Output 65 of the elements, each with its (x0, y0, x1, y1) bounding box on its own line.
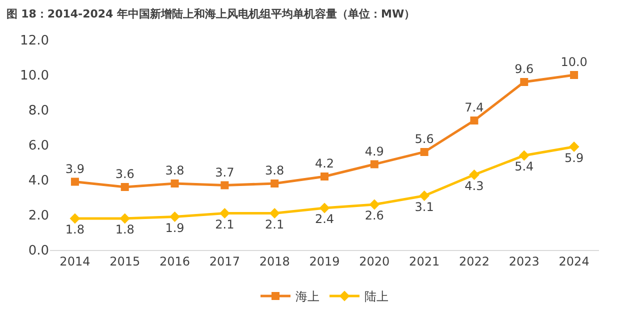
point (469, 170, 480, 180)
x-tick-label: 2017 (209, 254, 240, 268)
data-label: 1.8 (65, 222, 84, 236)
data-label: 3.7 (215, 165, 234, 180)
point (170, 212, 180, 222)
point (220, 181, 229, 190)
y-tick-label: 2.0 (28, 208, 49, 224)
x-tick-label: 2015 (110, 254, 140, 268)
x-tick-label: 2020 (359, 254, 390, 268)
x-tick-label: 2014 (60, 254, 90, 268)
data-label: 1.9 (165, 220, 184, 235)
point (269, 208, 280, 218)
data-label: 7.4 (464, 100, 484, 114)
y-tick-label: 4.0 (28, 174, 49, 189)
chart-title: 图 18：2014-2024 年中国新增陆上和海上风电机组平均单机容量（单位：MW） (6, 7, 416, 20)
x-tick-label: 2018 (259, 254, 290, 268)
point (70, 178, 79, 186)
data-label: 4.2 (314, 156, 334, 170)
y-tick-label: 6.0 (28, 138, 49, 154)
x-tick-label: 2019 (309, 254, 340, 268)
data-label: 2.4 (314, 212, 334, 226)
point (568, 142, 580, 152)
point (419, 190, 430, 201)
data-label: 5.9 (564, 150, 584, 165)
point (370, 160, 378, 168)
point (420, 148, 428, 156)
legend-label: 海上 (296, 290, 320, 304)
data-label: 5.6 (414, 132, 434, 146)
point (369, 199, 380, 210)
point (520, 78, 528, 86)
y-tick-label: 10.0 (20, 68, 49, 84)
data-label: 5.4 (514, 160, 534, 174)
data-label: 3.9 (65, 162, 84, 176)
data-label: 2.1 (265, 217, 284, 232)
y-tick-label: 0.0 (28, 244, 49, 259)
y-tick-label: 8.0 (28, 104, 49, 119)
x-tick-label: 2021 (409, 254, 440, 268)
data-label: 3.8 (165, 164, 184, 178)
point (219, 208, 230, 218)
x-tick-label: 2023 (508, 254, 540, 268)
point (120, 183, 129, 191)
x-tick-label: 2024 (558, 254, 590, 268)
x-tick-label: 2022 (458, 254, 490, 268)
data-label: 4.3 (464, 178, 484, 193)
y-tick-label: 12.0 (20, 34, 49, 49)
data-label: 1.8 (115, 222, 134, 236)
data-label: 2.1 (215, 217, 234, 232)
point (270, 180, 279, 188)
point (70, 213, 80, 224)
point (518, 150, 530, 161)
data-label: 9.6 (514, 62, 534, 76)
point (120, 213, 130, 224)
legend-label: 陆上 (364, 290, 388, 304)
point (470, 116, 478, 124)
point (570, 71, 578, 79)
data-label: 4.9 (364, 144, 384, 158)
point (319, 202, 330, 214)
x-tick-label: 2016 (159, 254, 190, 268)
point (170, 180, 179, 188)
data-label: 2.6 (364, 208, 384, 222)
data-label: 3.8 (265, 164, 284, 178)
data-label: 3.6 (115, 167, 134, 181)
data-label: 3.1 (414, 200, 434, 214)
point (320, 172, 328, 180)
data-label: 10.0 (560, 55, 588, 69)
